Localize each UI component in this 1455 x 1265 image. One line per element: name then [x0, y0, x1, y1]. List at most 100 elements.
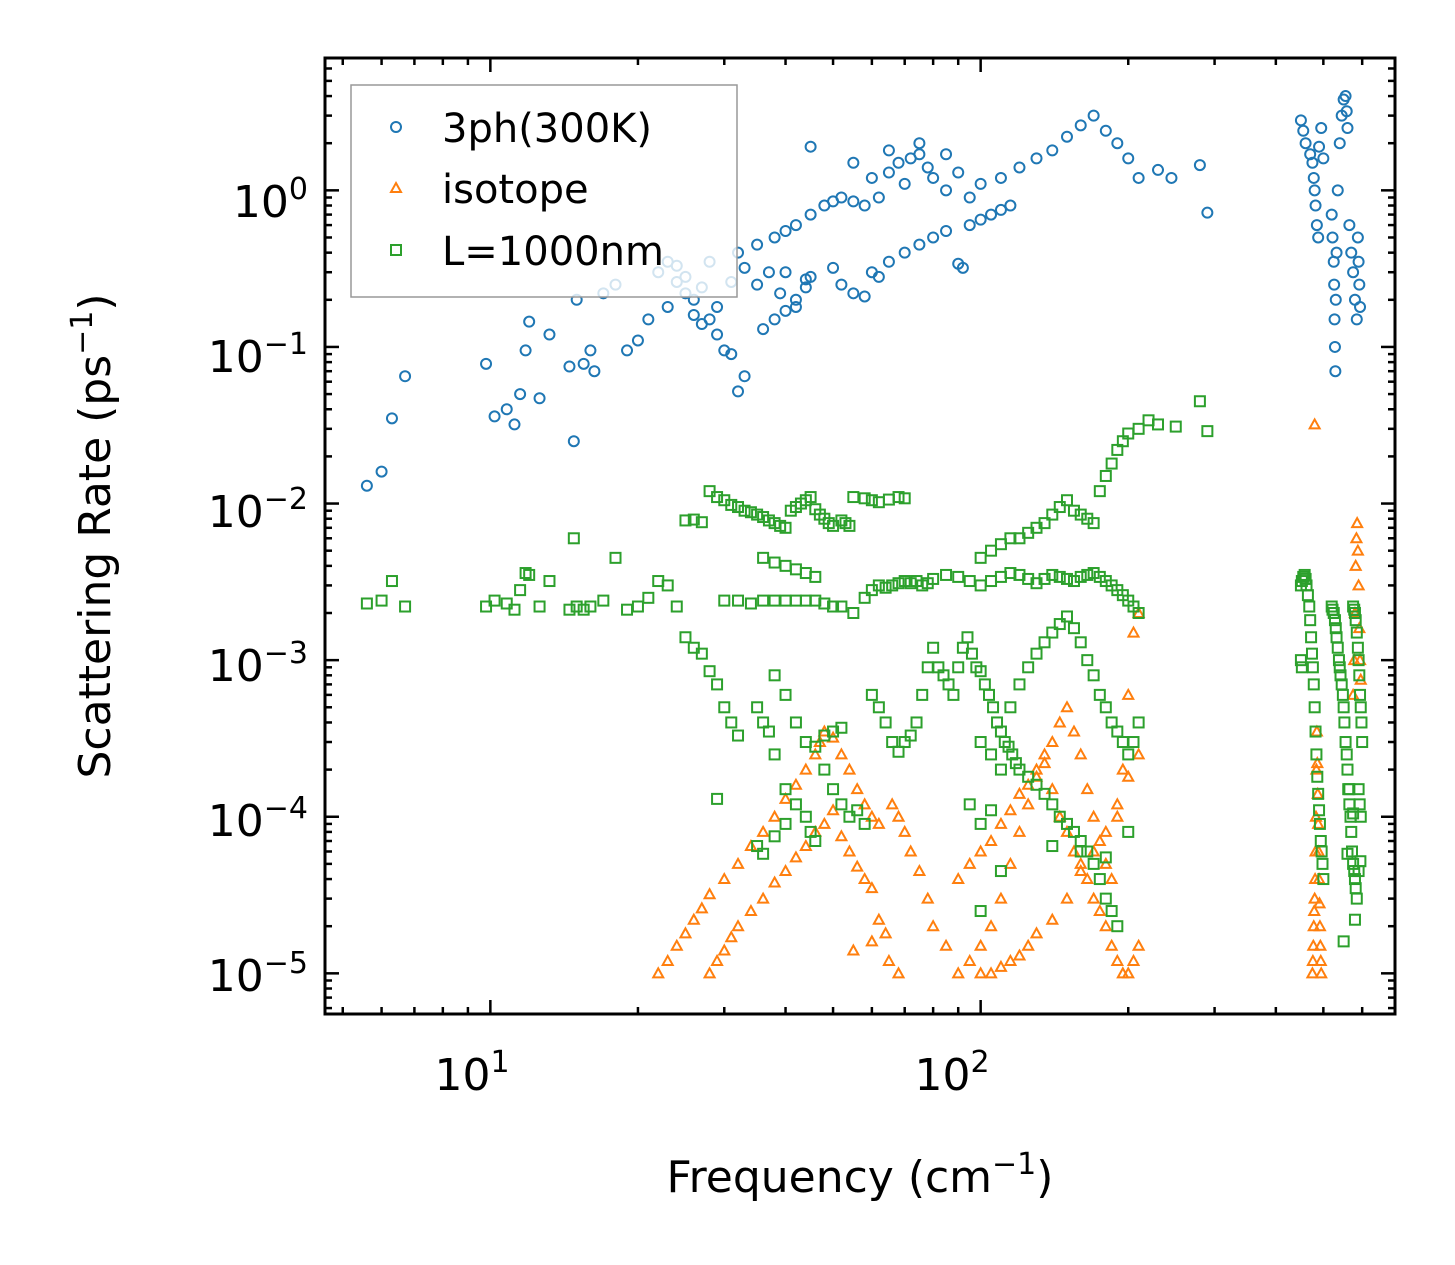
- point-1-53: [939, 938, 953, 951]
- point-2-15: [570, 600, 583, 613]
- point-2-211: [1067, 622, 1080, 635]
- point-2-282: [1317, 873, 1330, 886]
- point-2-163: [916, 688, 929, 701]
- point-0-39: [779, 225, 792, 238]
- point-0-113: [703, 313, 716, 326]
- point-0-83: [882, 255, 895, 268]
- point-0-135: [1328, 278, 1341, 291]
- point-1-67: [1067, 724, 1081, 737]
- point-1-76: [1121, 687, 1135, 700]
- point-2-10: [523, 568, 536, 581]
- point-0-102: [774, 287, 787, 300]
- point-0-112: [687, 308, 700, 321]
- point-0-147: [1341, 122, 1354, 135]
- series-square: [360, 395, 1369, 948]
- point-0-100: [751, 278, 764, 291]
- point-1-39: [834, 829, 849, 842]
- point-2-11: [533, 600, 546, 613]
- point-1-50: [912, 863, 927, 877]
- point-2-187: [1030, 778, 1043, 791]
- point-2-226: [1038, 517, 1051, 530]
- point-2-52: [886, 579, 899, 592]
- point-0-77: [827, 261, 840, 274]
- point-2-31: [718, 701, 731, 714]
- point-2-172: [961, 631, 974, 644]
- x-axis-label: Frequency (cm−1): [667, 1147, 1054, 1203]
- point-2-36: [732, 594, 745, 607]
- point-2-333: [1354, 855, 1367, 868]
- point-2-155: [865, 688, 878, 701]
- point-1-107: [1067, 844, 1081, 857]
- point-0-31: [711, 328, 724, 341]
- point-2-109: [847, 491, 860, 504]
- point-2-271: [1307, 678, 1320, 691]
- point-1-148: [1348, 558, 1363, 571]
- point-2-128: [768, 669, 781, 682]
- point-2-145: [768, 748, 781, 761]
- point-2-135: [835, 721, 848, 734]
- point-2-40: [779, 594, 792, 607]
- point-2-283: [1294, 654, 1307, 667]
- y-axis-label: Scattering Rate (ps−1): [65, 293, 121, 778]
- point-0-110: [661, 300, 674, 313]
- point-2-317: [1351, 641, 1364, 654]
- point-2-153: [768, 830, 781, 843]
- point-2-272: [1308, 701, 1321, 714]
- point-2-207: [1038, 636, 1051, 649]
- point-2-35: [718, 594, 731, 607]
- point-2-152: [757, 847, 770, 860]
- point-2-148: [799, 810, 812, 823]
- point-2-136: [818, 763, 831, 776]
- point-0-154: [1352, 255, 1365, 268]
- point-2-34: [711, 792, 724, 805]
- y-tick-label-2: 10−2: [208, 482, 308, 538]
- point-1-1: [661, 953, 675, 966]
- point-1-109: [1080, 871, 1094, 885]
- point-2-191: [1060, 817, 1073, 830]
- point-2-263: [1299, 572, 1312, 585]
- point-1-121: [882, 953, 896, 966]
- point-1-122: [891, 966, 906, 979]
- point-2-196: [1093, 873, 1106, 886]
- point-1-26: [710, 953, 724, 966]
- point-1-117: [1126, 953, 1141, 966]
- point-1-142: [1314, 953, 1328, 966]
- point-2-321: [1354, 701, 1367, 714]
- point-2-326: [1354, 810, 1367, 823]
- point-2-46: [835, 600, 848, 613]
- point-2-72: [1053, 570, 1066, 583]
- point-1-87: [1060, 891, 1074, 904]
- point-2-210: [1060, 610, 1073, 623]
- point-2-280: [1315, 845, 1328, 858]
- point-2-197: [1099, 892, 1112, 905]
- point-2-121: [843, 519, 856, 532]
- point-2-29: [703, 665, 716, 678]
- point-0-153: [1351, 231, 1364, 244]
- point-0-107: [711, 300, 724, 313]
- point-0-5: [488, 410, 501, 423]
- point-1-71: [1093, 833, 1107, 846]
- point-2-6: [500, 597, 513, 610]
- point-2-32: [725, 716, 738, 729]
- point-1-99: [1003, 803, 1018, 816]
- y-tick-label-5: 10−5: [208, 946, 308, 1002]
- point-2-138: [835, 798, 848, 811]
- point-1-64: [1045, 734, 1059, 748]
- point-0-35: [738, 370, 751, 383]
- point-1-132: [1309, 762, 1324, 775]
- point-2-234: [1093, 485, 1106, 498]
- point-2-327: [1337, 935, 1350, 948]
- point-0-14: [567, 435, 580, 448]
- point-2-144: [762, 725, 775, 738]
- legend-marker-3ph: [390, 121, 402, 133]
- point-1-44: [872, 912, 886, 925]
- point-2-141: [858, 817, 871, 830]
- point-0-59: [974, 177, 987, 190]
- point-0-93: [994, 203, 1007, 216]
- point-0-57: [952, 166, 965, 179]
- point-1-94: [951, 871, 965, 885]
- point-0-56: [940, 184, 953, 197]
- point-1-66: [1060, 700, 1074, 713]
- point-2-304: [1344, 810, 1357, 823]
- point-2-267: [1304, 614, 1317, 627]
